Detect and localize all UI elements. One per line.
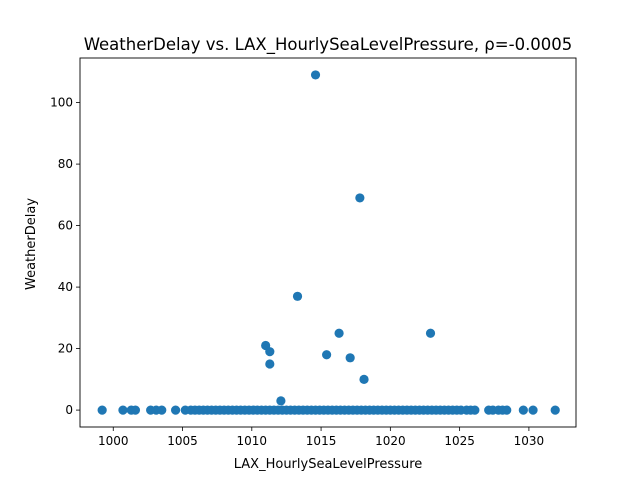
x-tick-label: 1000 [98,434,129,448]
data-point [276,396,286,406]
data-point [265,347,275,357]
data-point [359,374,369,384]
data-point [97,405,107,415]
data-point [118,405,128,415]
data-point [425,328,436,338]
y-axis: 0 20 40 60 80 100 [50,96,80,417]
x-tick-label: 1020 [375,434,406,448]
data-point [470,405,480,415]
chart-title: WeatherDelay vs. LAX_HourlySeaLevelPress… [84,35,573,55]
data-point [518,405,528,415]
data-point [322,350,332,360]
x-tick-label: 1015 [306,434,337,448]
y-tick-label: 100 [50,96,73,110]
y-axis-label: WeatherDelay [24,198,39,290]
data-point [502,405,512,415]
x-tick-label: 1005 [167,434,198,448]
x-tick-label: 1025 [444,434,475,448]
x-tick-label: 1010 [237,434,268,448]
data-point [355,193,365,203]
data-point [345,353,355,363]
data-point [265,359,275,369]
plot-frame [79,57,577,428]
x-axis-label: LAX_HourlySeaLevelPressure [234,457,423,472]
data-point [334,328,344,338]
points-layer [97,70,560,415]
data-point [550,405,560,415]
y-tick-label: 80 [58,157,73,171]
data-point [528,405,538,415]
y-tick-label: 40 [58,280,73,294]
data-point [170,405,181,415]
y-tick-label: 20 [58,342,73,356]
y-tick-label: 60 [58,219,73,233]
x-tick-label: 1030 [514,434,545,448]
data-point [157,405,167,415]
x-axis: 1000 1005 1010 1015 1020 1025 1030 [98,427,544,448]
data-point [292,291,303,301]
data-point [130,405,141,415]
y-tick-label: 0 [65,403,73,417]
data-point [310,70,321,80]
